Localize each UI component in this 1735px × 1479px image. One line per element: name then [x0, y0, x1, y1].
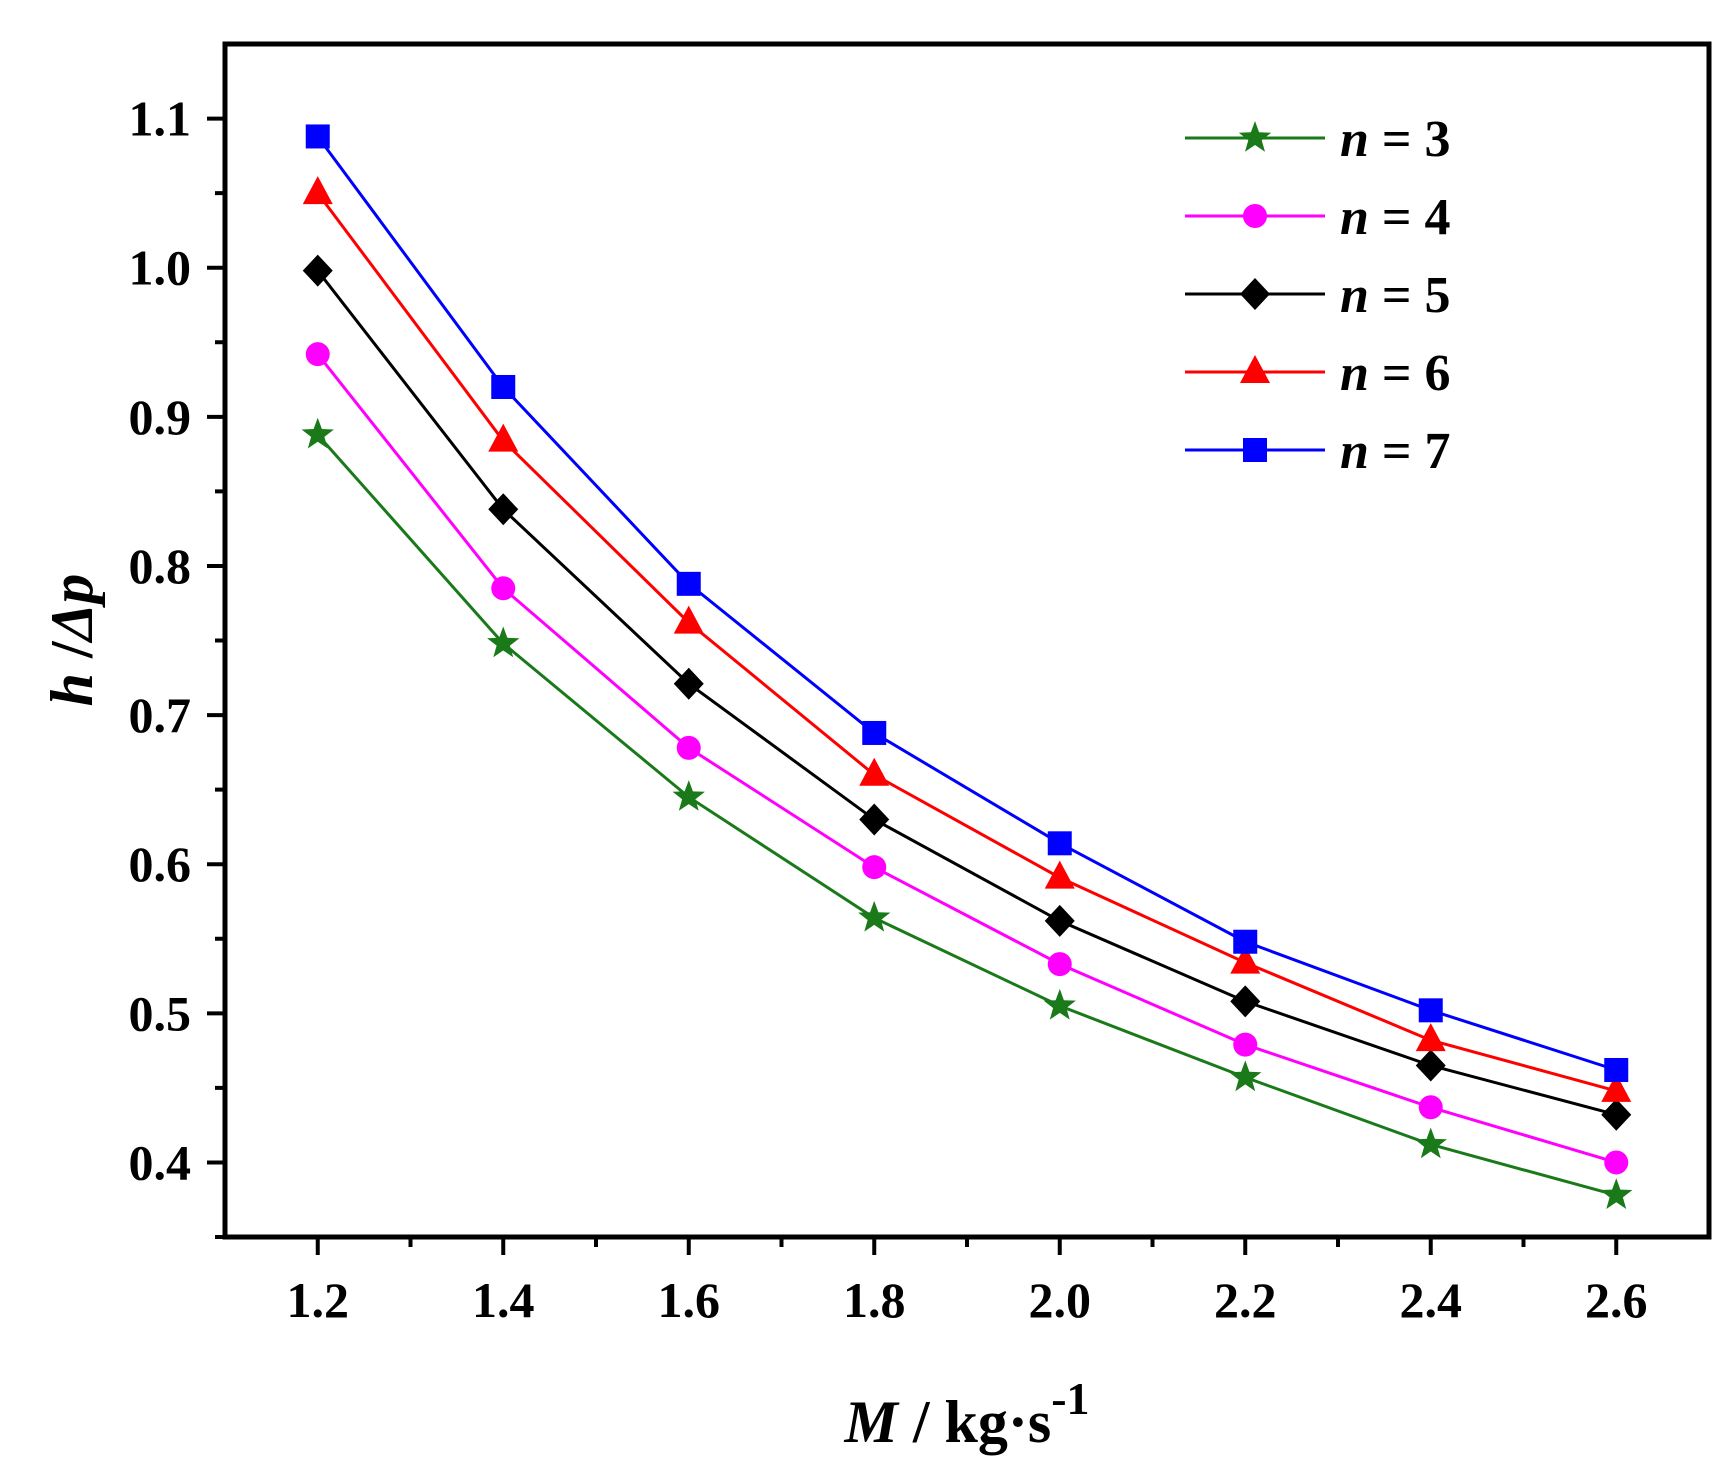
y-tick-label: 0.6	[129, 836, 192, 892]
data-point	[859, 757, 890, 786]
series-layer	[301, 124, 1633, 1209]
series-5	[305, 124, 1629, 1082]
y-tick-label: 0.9	[129, 389, 192, 445]
series-line	[316, 269, 1617, 1117]
data-point	[491, 374, 516, 399]
data-point	[1418, 998, 1443, 1023]
y-tick-label: 1.1	[129, 91, 192, 147]
y-tick-label: 1.0	[129, 240, 192, 296]
data-point	[1601, 1073, 1632, 1102]
data-point	[676, 571, 701, 596]
legend-marker	[1240, 355, 1270, 383]
data-point	[1233, 1032, 1258, 1057]
legend-marker	[1243, 438, 1267, 462]
series-3	[302, 254, 1632, 1131]
data-point	[488, 423, 519, 452]
legend-label: n = 7	[1340, 423, 1451, 480]
x-tick-label: 1.6	[658, 1272, 721, 1328]
y-axis-title: h /Δp	[39, 574, 105, 707]
legend-item: n = 4	[1185, 189, 1451, 246]
data-point	[1047, 952, 1072, 977]
data-point	[305, 124, 330, 149]
data-point	[1044, 860, 1075, 889]
plot-area-frame	[222, 41, 1712, 1240]
x-tick-label: 1.8	[843, 1272, 906, 1328]
legend-label: n = 4	[1340, 189, 1451, 246]
data-point	[1600, 1178, 1633, 1209]
data-point	[1415, 1023, 1446, 1052]
data-point	[1604, 1150, 1629, 1175]
data-point	[1604, 1057, 1629, 1082]
legend-label: n = 3	[1340, 111, 1451, 168]
legend-item: n = 3	[1185, 111, 1451, 168]
data-point	[672, 780, 705, 811]
data-point	[1418, 1095, 1443, 1120]
legend-label: n = 6	[1340, 345, 1451, 402]
data-point	[302, 176, 333, 205]
axis-ticks: 1.2 1.4 1.6 1.8 2.0 2.2 2.4 2.6 0.4 0.5 0.6 0.7 0.8 0…	[129, 91, 1648, 1328]
x-tick-label: 1.2	[287, 1272, 350, 1328]
data-point	[1233, 929, 1258, 954]
data-point	[1044, 904, 1075, 937]
data-point	[673, 605, 704, 634]
data-point	[491, 576, 516, 601]
series-line	[316, 192, 1617, 1093]
x-tick-label: 1.4	[472, 1272, 535, 1328]
data-point	[487, 626, 520, 658]
series-line	[316, 353, 1617, 1164]
x-tick-label: 2.4	[1400, 1272, 1463, 1328]
legend-marker	[1240, 278, 1270, 310]
legend-marker	[1238, 121, 1272, 152]
y-tick-label: 0.4	[129, 1134, 192, 1190]
data-point	[1043, 988, 1076, 1020]
data-point	[673, 667, 704, 700]
data-point	[305, 342, 330, 367]
data-point	[302, 254, 333, 287]
data-point	[1047, 831, 1072, 856]
legend: n = 3 n = 4 n = 5 n = 6 n = 7	[1185, 111, 1451, 480]
x-tick-label: 2.6	[1585, 1272, 1648, 1328]
data-point	[1601, 1098, 1632, 1131]
series-line	[316, 433, 1617, 1197]
series-1	[301, 417, 1633, 1209]
data-point	[676, 735, 701, 760]
data-point	[1415, 1049, 1446, 1082]
legend-item: n = 7	[1185, 423, 1451, 480]
series-line	[316, 135, 1617, 1072]
y-tick-label: 0.8	[129, 538, 192, 594]
data-point	[1414, 1127, 1447, 1159]
y-tick-label: 0.7	[129, 687, 192, 743]
data-point	[862, 720, 887, 745]
data-point	[858, 900, 891, 932]
data-point	[862, 855, 887, 880]
x-tick-label: 2.2	[1214, 1272, 1277, 1328]
data-point	[1230, 945, 1261, 974]
legend-marker	[1243, 204, 1267, 228]
legend-label: n = 5	[1340, 267, 1451, 324]
data-point	[488, 493, 519, 526]
series-4	[302, 176, 1632, 1102]
series-2	[305, 342, 1629, 1175]
data-point	[1229, 1060, 1262, 1092]
x-axis-title: M / kg·s-1	[843, 1373, 1089, 1455]
legend-item: n = 5	[1185, 267, 1451, 324]
data-point	[301, 417, 334, 449]
data-point	[1230, 985, 1261, 1018]
x-tick-label: 2.0	[1029, 1272, 1092, 1328]
y-tick-label: 0.5	[129, 985, 192, 1041]
data-point	[859, 803, 890, 836]
legend-item: n = 6	[1185, 345, 1451, 402]
